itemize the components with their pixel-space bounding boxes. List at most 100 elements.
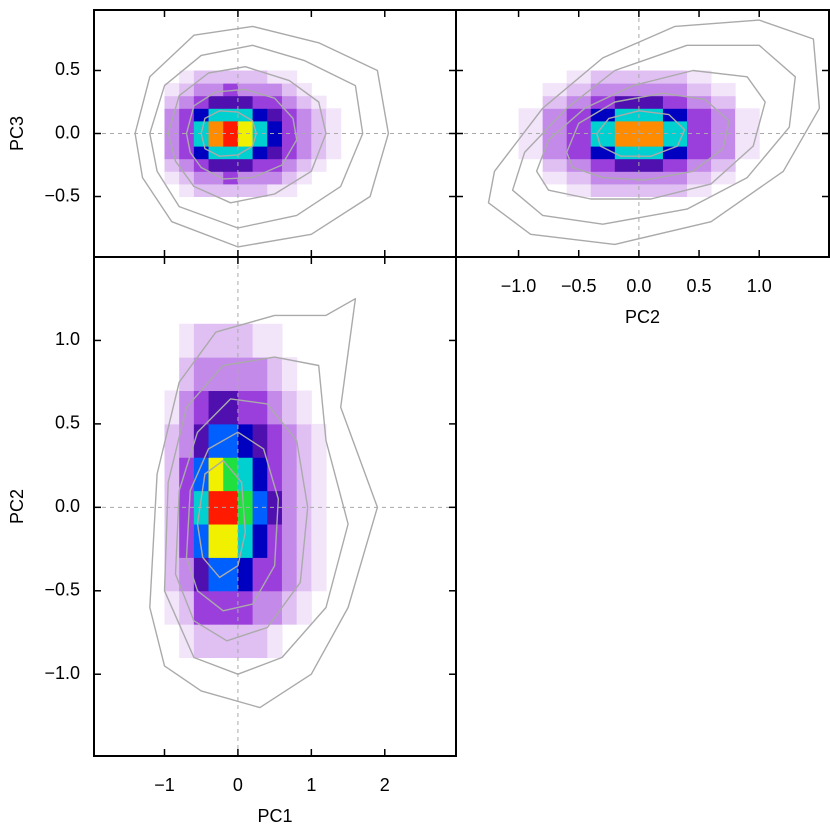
- density-cell: [208, 120, 224, 134]
- density-cell: [662, 171, 688, 185]
- density-cell: [179, 158, 195, 172]
- density-cell: [326, 108, 342, 122]
- x-tick-label: −0.5: [561, 276, 597, 296]
- density-cell: [518, 133, 544, 147]
- density-cell: [311, 557, 327, 592]
- density-cell: [237, 120, 254, 134]
- density-cell: [735, 108, 760, 122]
- density-cell: [208, 323, 224, 358]
- density-cell: [208, 171, 224, 185]
- density-cell: [237, 95, 254, 109]
- density-cell: [208, 133, 224, 147]
- density-cell: [296, 590, 312, 625]
- density-cell: [223, 423, 239, 458]
- density-cell: [687, 171, 712, 185]
- density-cell: [164, 120, 180, 134]
- density-cell: [223, 120, 239, 134]
- density-cell: [590, 120, 616, 134]
- density-cell: [267, 83, 283, 97]
- density-cell: [164, 158, 180, 172]
- density-cell: [208, 390, 224, 425]
- contour: [566, 92, 730, 181]
- density-cell: [193, 83, 210, 97]
- density-cell: [223, 146, 239, 160]
- density-cell: [252, 624, 268, 659]
- density-cell: [542, 108, 568, 122]
- density-cell: [223, 70, 239, 84]
- contour: [185, 431, 279, 612]
- density-cell: [179, 457, 195, 492]
- density-cell: [267, 323, 283, 358]
- x-tick-label: 0.5: [687, 276, 712, 296]
- density-cell: [542, 146, 568, 160]
- density-cell: [179, 490, 195, 525]
- density-cell: [237, 590, 254, 625]
- density-cell: [614, 171, 640, 185]
- density-cell: [193, 171, 210, 185]
- density-cell: [179, 423, 195, 458]
- density-cell: [208, 108, 224, 122]
- density-cell: [267, 146, 283, 160]
- density-cell: [711, 83, 736, 97]
- density-cell: [590, 133, 616, 147]
- density-cell: [223, 590, 239, 625]
- density-cell: [281, 524, 298, 558]
- density-cell: [267, 624, 283, 659]
- density-cell: [281, 590, 298, 625]
- density-cell: [252, 171, 268, 185]
- density-cell: [518, 146, 544, 160]
- y-tick-label: 0.0: [55, 122, 80, 142]
- density-cell: [326, 133, 342, 147]
- density-cell: [735, 120, 760, 134]
- density-cell: [687, 183, 712, 198]
- density-cell: [518, 108, 544, 122]
- density-cell: [326, 120, 342, 134]
- density-cell: [223, 624, 239, 659]
- density-cell: [267, 120, 283, 134]
- density-cell: [296, 120, 312, 134]
- density-cell: [638, 83, 664, 97]
- density-cell: [311, 108, 327, 122]
- density-cell: [687, 120, 712, 134]
- y-tick-label: −1.0: [44, 663, 80, 683]
- density-cell: [687, 108, 712, 122]
- contour: [487, 19, 821, 246]
- density-cell: [237, 457, 254, 492]
- density-cell: [252, 390, 268, 425]
- y-tick-label: −0.5: [44, 185, 80, 205]
- density-cell: [164, 146, 180, 160]
- density-cell: [237, 323, 254, 358]
- density-cell: [267, 557, 283, 592]
- density-cell: [711, 133, 736, 147]
- x-axis-label: PC1: [257, 806, 292, 826]
- density-cell: [223, 171, 239, 185]
- density-cell: [296, 423, 312, 458]
- density-cell: [590, 158, 616, 172]
- density-cell: [193, 120, 210, 134]
- density-cell: [614, 108, 640, 122]
- density-cell: [281, 457, 298, 492]
- density-cell: [267, 423, 283, 458]
- density-cell: [237, 183, 254, 198]
- density-cell: [311, 457, 327, 492]
- density-cell: [164, 108, 180, 122]
- density-cell: [208, 590, 224, 625]
- density-cell: [296, 171, 312, 185]
- density-cell: [267, 390, 283, 425]
- density-cell: [281, 133, 298, 147]
- density-cell: [590, 183, 616, 198]
- density-cell: [662, 108, 688, 122]
- density-cell: [252, 95, 268, 109]
- density-cell: [179, 133, 195, 147]
- contour: [149, 44, 364, 229]
- density-cell: [179, 120, 195, 134]
- density-cell: [164, 457, 180, 492]
- contour: [535, 69, 766, 200]
- density-cell: [281, 390, 298, 425]
- density-cell: [281, 95, 298, 109]
- density-cell: [237, 423, 254, 458]
- density-cell: [311, 120, 327, 134]
- density-cell: [252, 490, 268, 525]
- density-cell: [267, 457, 283, 492]
